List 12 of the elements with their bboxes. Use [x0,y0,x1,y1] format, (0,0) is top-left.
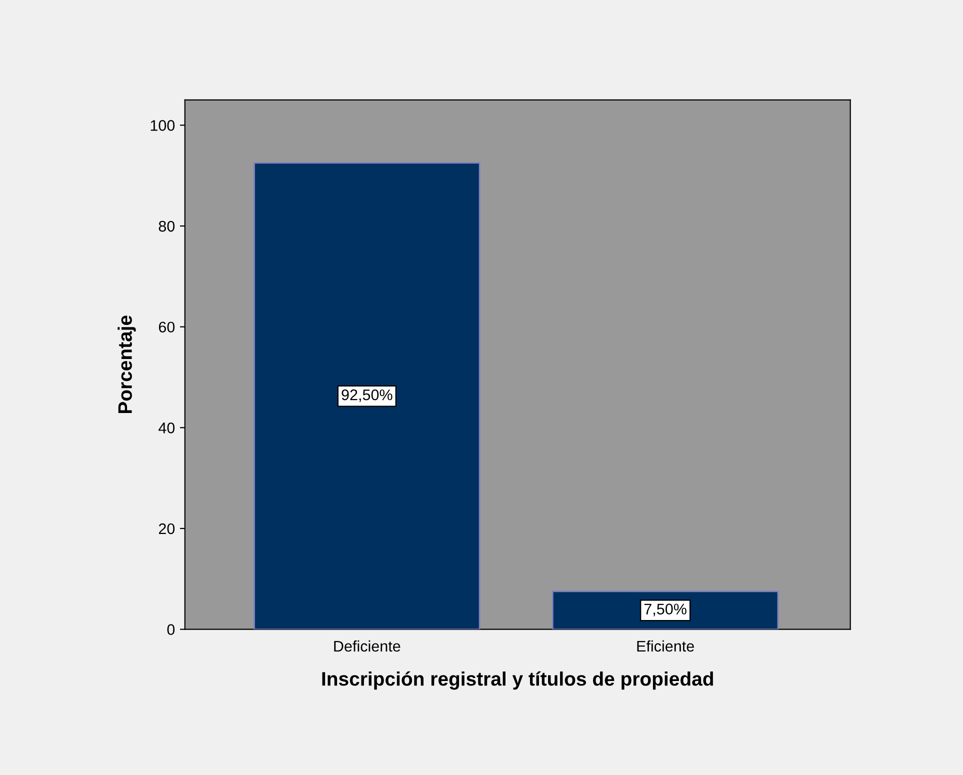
x-axis-title: Inscripción registral y títulos de propiedad [322,671,713,690]
x-tick-label: Eficiente [637,640,694,652]
y-tick-label: 80 [158,220,175,232]
y-tick-label: 60 [158,322,175,333]
y-axis-title: Porcentaje [118,316,136,414]
y-tick-label: 40 [158,422,175,434]
data-label: 7,50% [644,604,686,616]
x-tick-label: Deficiente [334,640,400,652]
y-tick-label: 0 [167,624,175,635]
data-label: 92,50% [342,389,392,402]
y-tick-label: 100 [150,120,175,131]
y-tick-label: 20 [158,523,175,534]
